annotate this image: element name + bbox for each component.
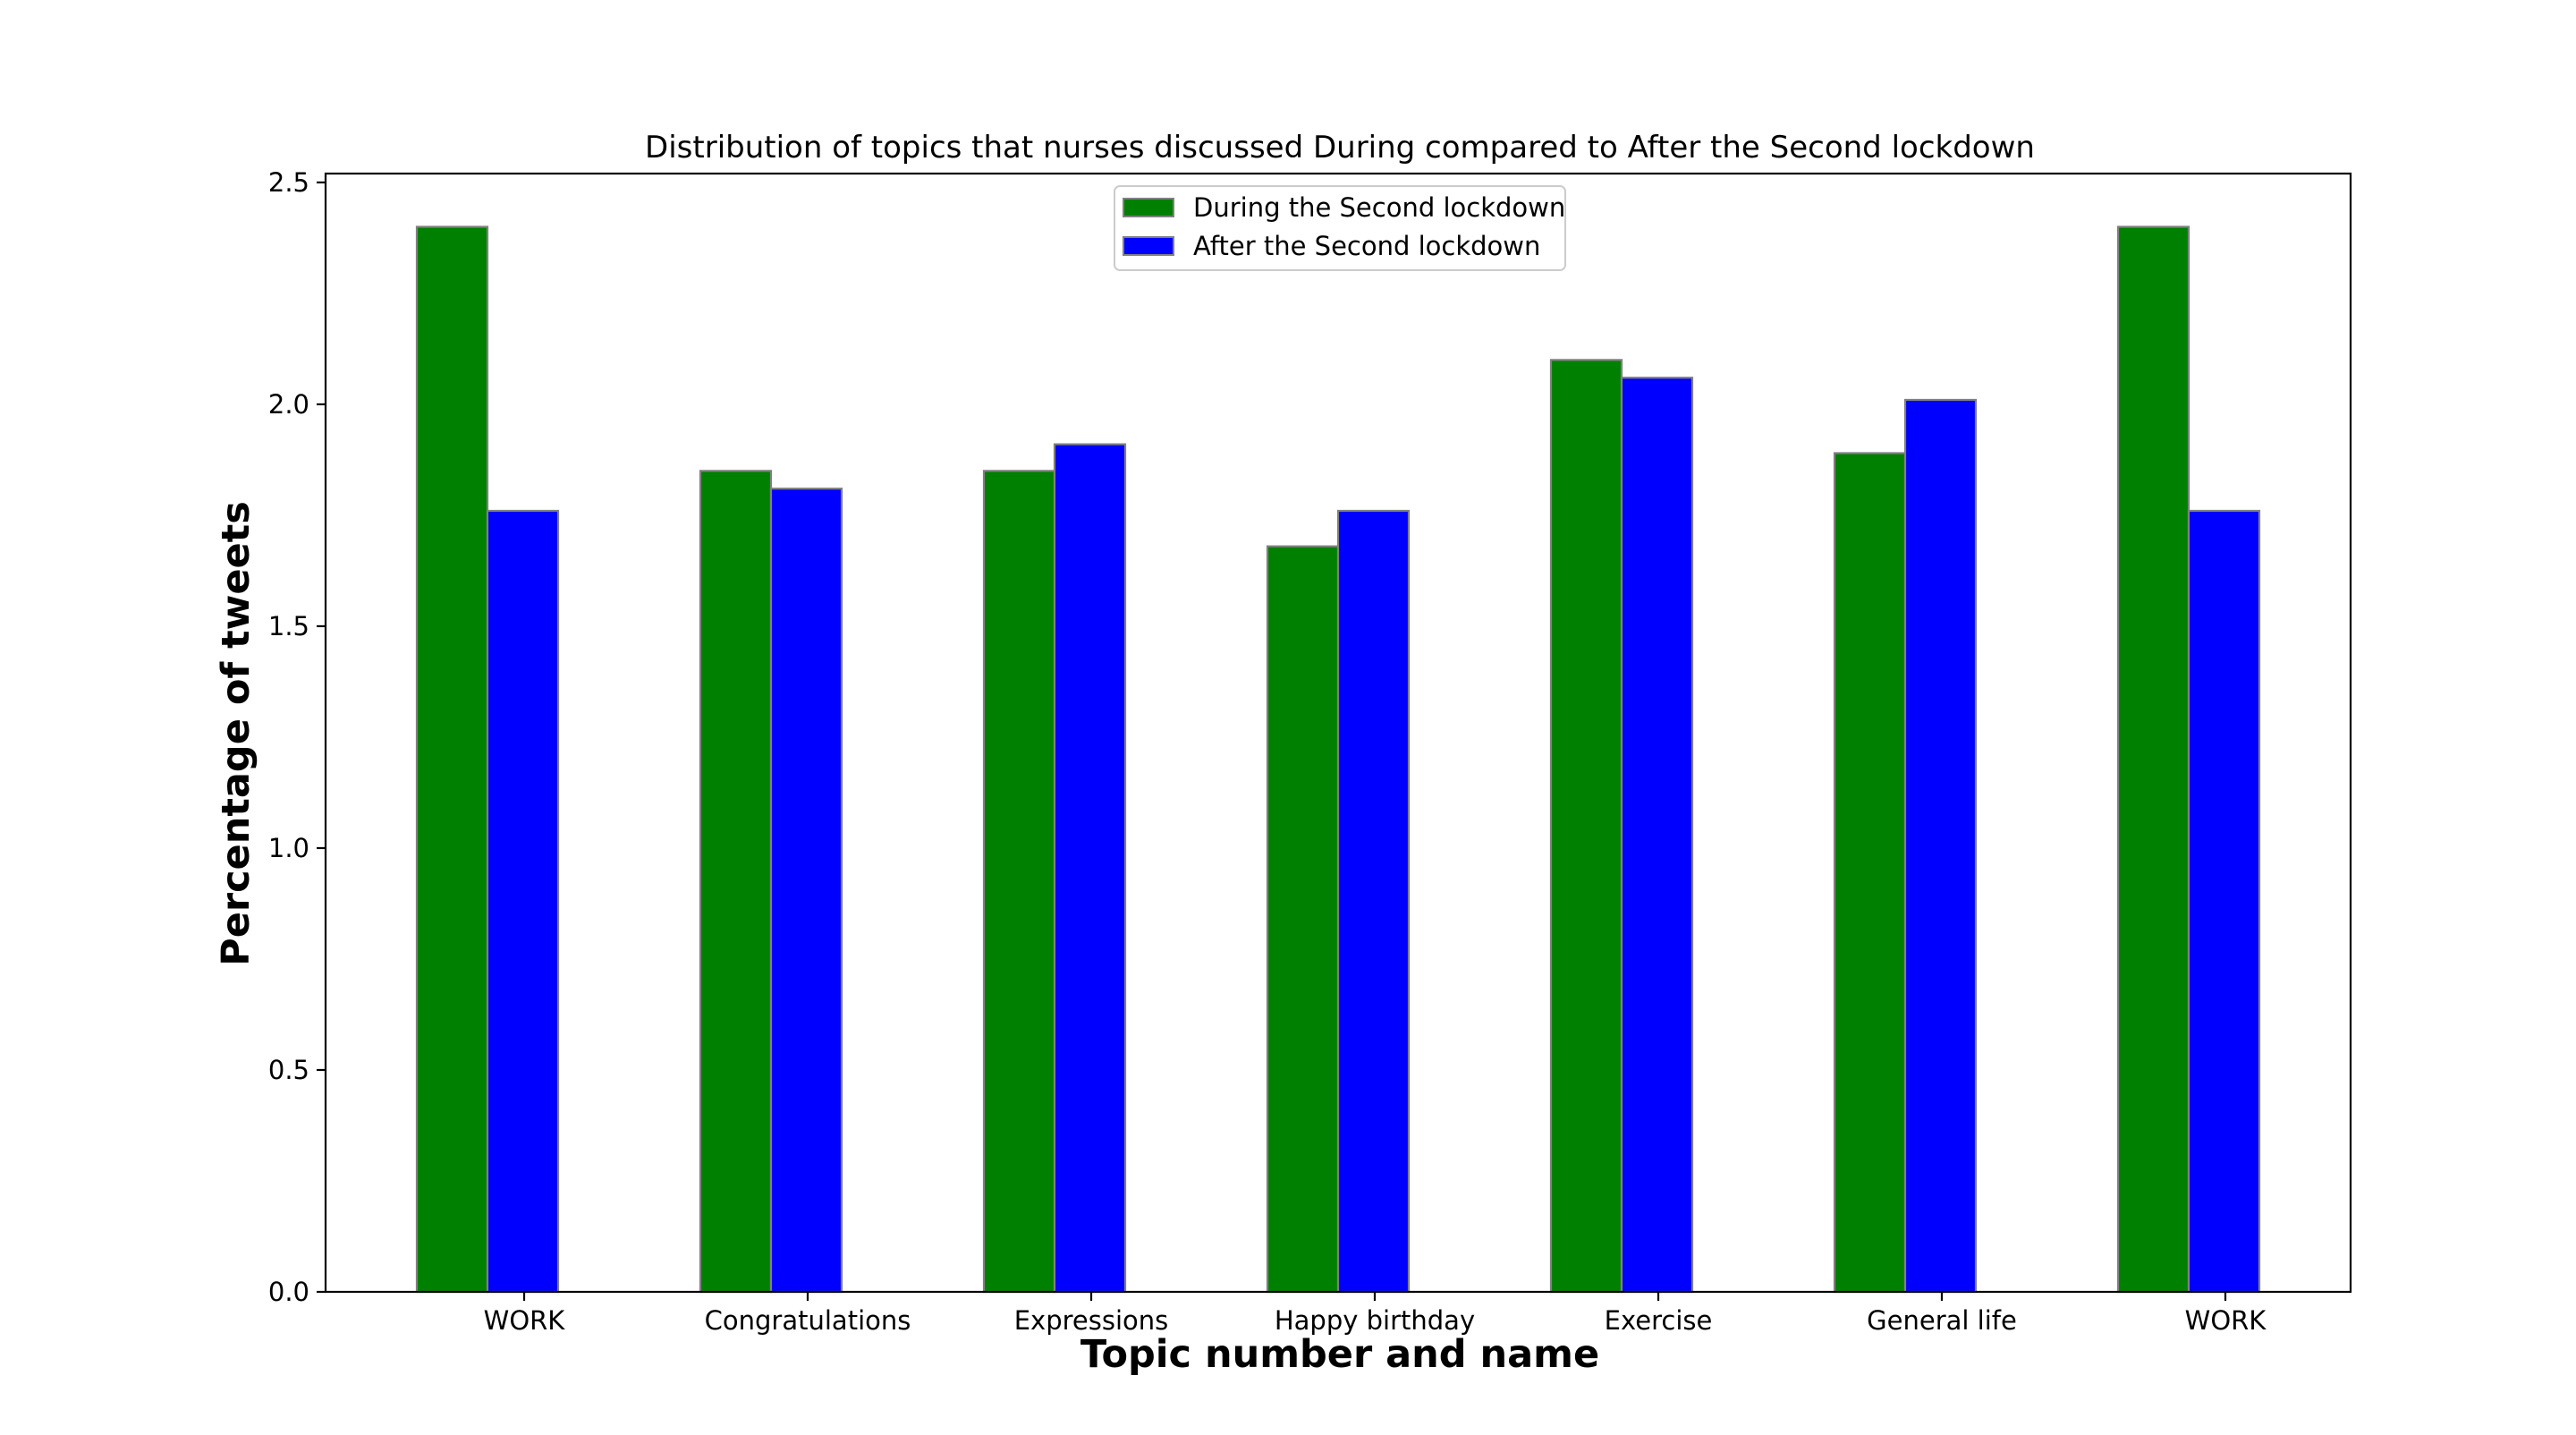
x-tick-label: WORK	[2185, 1305, 2267, 1336]
legend-swatch-series-2	[1123, 236, 1174, 256]
x-tick-label: Congratulations	[705, 1305, 911, 1336]
legend-box	[1114, 185, 1566, 271]
bars-layer	[415, 225, 2261, 1294]
x-tick-label: WORK	[484, 1305, 566, 1336]
x-axis-ticks: WORK Congratulations Expressions Happy birt…	[484, 1292, 2267, 1336]
chart-title: Distribution of topics that nurses discu…	[645, 130, 2035, 166]
x-tick-label: Happy birthday	[1275, 1305, 1475, 1336]
y-tick-label: 2.5	[268, 167, 309, 198]
bar-series-2-category-2	[769, 488, 843, 1294]
x-axis-label: Topic number and name	[1080, 1332, 1599, 1377]
y-tick-label: 1.0	[268, 833, 309, 863]
bar-series-1-category-3	[982, 470, 1056, 1294]
legend-label-series-1: During the Second lockdown	[1193, 192, 1565, 223]
x-tick-label: General life	[1867, 1305, 2017, 1336]
y-tick-label: 1.5	[268, 611, 309, 641]
legend-label-series-2: After the Second lockdown	[1193, 231, 1540, 261]
bar-series-2-category-5	[1620, 377, 1694, 1294]
y-axis-label: Percentage of tweets	[214, 501, 258, 966]
y-tick-label: 2.0	[268, 389, 309, 420]
bar-series-2-category-7	[2187, 509, 2261, 1294]
bar-series-1-category-1	[415, 225, 489, 1294]
legend: During the Second lockdown After the Seco…	[1114, 185, 1566, 271]
bar-series-2-category-3	[1053, 443, 1127, 1294]
bar-series-1-category-7	[2116, 225, 2190, 1294]
bar-series-2-category-1	[486, 509, 560, 1294]
bar-series-2-category-4	[1336, 509, 1411, 1294]
bar-series-2-category-6	[1903, 398, 1978, 1294]
bar-series-1-category-5	[1549, 359, 1623, 1294]
x-tick-label: Expressions	[1014, 1305, 1169, 1336]
x-tick-label: Exercise	[1605, 1305, 1713, 1336]
bar-series-1-category-2	[699, 470, 773, 1294]
y-tick-label: 0.0	[268, 1277, 309, 1307]
y-axis-ticks: 0.0 0.5 1.0 1.5 2.0 2.5	[268, 167, 326, 1307]
y-tick-label: 0.5	[268, 1055, 309, 1085]
legend-swatch-series-1	[1123, 198, 1174, 217]
plot-frame	[324, 172, 2352, 1294]
bar-series-1-category-4	[1266, 545, 1340, 1294]
legend-items: During the Second lockdown After the Seco…	[1123, 192, 1565, 261]
bar-series-1-category-6	[1833, 452, 1907, 1294]
